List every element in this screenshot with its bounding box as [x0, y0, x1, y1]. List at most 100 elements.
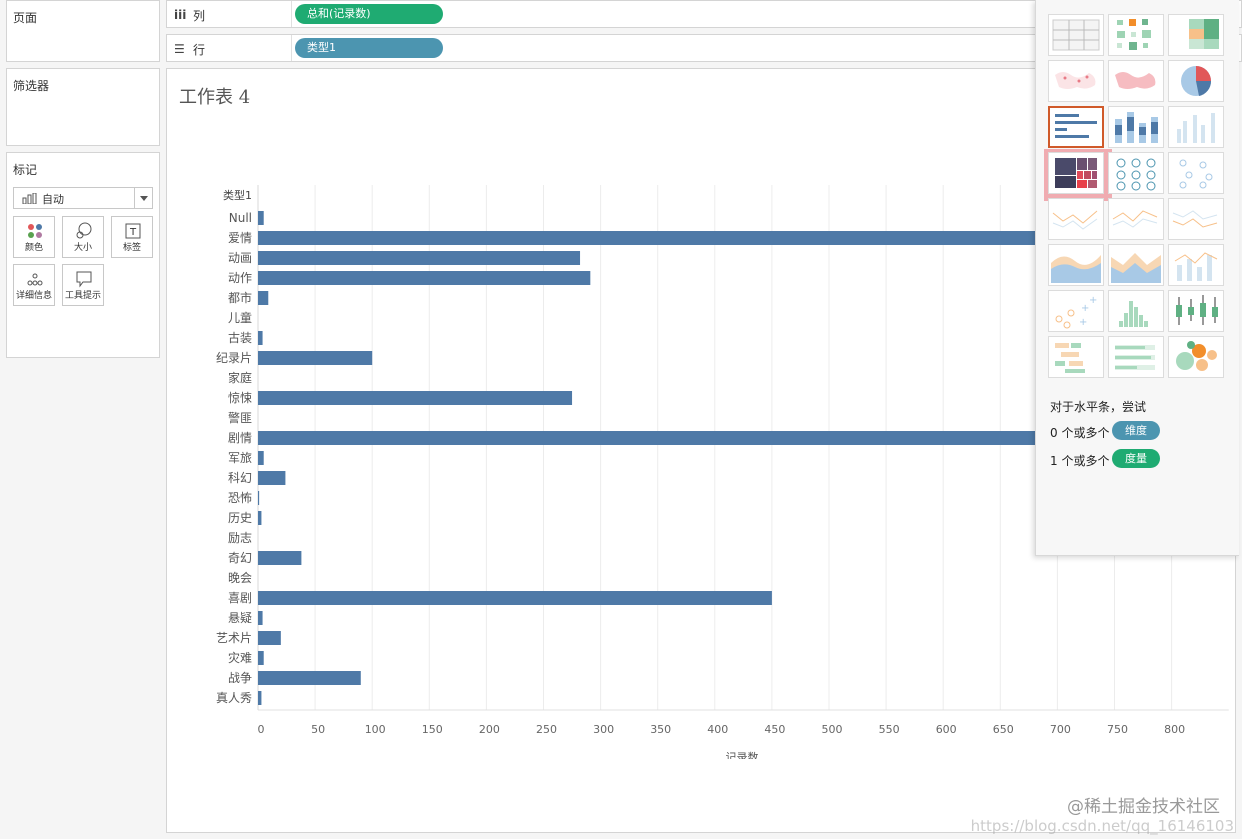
- bar[interactable]: [258, 491, 260, 505]
- chart-type-packed-bubbles[interactable]: [1168, 336, 1224, 378]
- bar[interactable]: [258, 691, 262, 705]
- detail-button[interactable]: 详细信息: [13, 264, 55, 306]
- side-by-side-circles-icon: [1179, 159, 1213, 189]
- chart-type-bullet-graph[interactable]: [1108, 336, 1164, 378]
- chart-type-side-by-side-circles[interactable]: [1168, 152, 1224, 194]
- bar[interactable]: [258, 351, 373, 365]
- chart-type-discrete-lines[interactable]: [1108, 198, 1164, 240]
- bar[interactable]: [258, 591, 772, 605]
- color-button[interactable]: 颜色: [13, 216, 55, 258]
- chart-type-dual-lines[interactable]: [1168, 198, 1224, 240]
- columns-pill-sum-records[interactable]: 总和(记录数): [295, 4, 443, 24]
- chart-type-histogram[interactable]: [1108, 290, 1164, 332]
- bar[interactable]: [258, 391, 573, 405]
- show-me-panel: + + +: [1035, 0, 1239, 556]
- bar[interactable]: [258, 471, 286, 485]
- treemap-icon: [1055, 158, 1097, 188]
- chart-type-stacked-bars[interactable]: [1108, 106, 1164, 148]
- chart-type-box-whisker[interactable]: [1168, 290, 1224, 332]
- circle-views-icon: [1116, 158, 1156, 191]
- category-label: 都市: [228, 290, 252, 305]
- chart-type-heat-map[interactable]: [1108, 14, 1164, 56]
- bar-chart[interactable]: 类型1 Null 爱情动画动作都市儿童古装纪录片家庭惊悚警匪剧情军旅科幻恐怖历史励志…: [167, 119, 1235, 759]
- chart-type-filled-map[interactable]: [1108, 60, 1164, 102]
- chart-type-text-table[interactable]: [1048, 14, 1104, 56]
- bar[interactable]: [258, 331, 263, 345]
- size-button-label: 大小: [73, 243, 92, 253]
- chart-type-dual-combination[interactable]: [1168, 244, 1224, 286]
- marks-panel: 标记 自动 颜色 大小 T 标签 详细信息: [6, 152, 160, 358]
- bar[interactable]: [258, 631, 281, 645]
- size-button[interactable]: 大小: [62, 216, 104, 258]
- filters-panel[interactable]: 筛选器: [6, 68, 160, 146]
- category-label: 纪录片: [216, 351, 252, 365]
- rows-icon: ☰: [174, 42, 185, 56]
- mark-type-dropdown[interactable]: 自动: [13, 187, 153, 209]
- chart-type-gantt[interactable]: [1048, 336, 1104, 378]
- bar[interactable]: [258, 551, 302, 565]
- columns-icon: iii: [174, 8, 187, 22]
- chart-type-pie[interactable]: [1168, 60, 1224, 102]
- color-button-label: 颜色: [24, 243, 43, 253]
- x-tick-label: 750: [1107, 723, 1128, 736]
- category-label: 悬疑: [228, 610, 252, 625]
- rows-pill-type1[interactable]: 类型1: [295, 38, 443, 58]
- tooltip-button[interactable]: 工具提示: [62, 264, 104, 306]
- dimension-pill: 维度: [1112, 421, 1160, 440]
- filters-panel-title: 筛选器: [13, 79, 50, 93]
- bar-chart-icon: [22, 193, 37, 204]
- label-button[interactable]: T 标签: [111, 216, 153, 258]
- chart-type-side-by-side-bars[interactable]: [1168, 106, 1224, 148]
- bar[interactable]: [258, 211, 264, 225]
- x-tick-label: 350: [650, 723, 671, 736]
- chevron-down-icon[interactable]: [134, 188, 152, 208]
- tooltip-button-label: 工具提示: [64, 291, 101, 301]
- x-tick-label: 100: [365, 723, 386, 736]
- measure-pill: 度量: [1112, 449, 1160, 468]
- row-header-label: 类型1: [223, 188, 252, 202]
- bar[interactable]: [258, 451, 264, 465]
- category-label: 惊悚: [228, 390, 252, 405]
- bar[interactable]: [258, 431, 1149, 445]
- chart-type-symbol-map[interactable]: [1048, 60, 1104, 102]
- chart-type-continuous-lines[interactable]: [1048, 198, 1104, 240]
- x-tick-label: 200: [479, 723, 500, 736]
- chart-type-continuous-area[interactable]: [1048, 244, 1104, 286]
- dual-lines-icon: [1172, 210, 1218, 228]
- category-label: 真人秀: [216, 691, 252, 705]
- chart-type-circle-views[interactable]: [1108, 152, 1164, 194]
- dual-combination-icon: [1174, 252, 1218, 281]
- chart-type-highlight-table[interactable]: [1168, 14, 1224, 56]
- category-label: 励志: [228, 531, 252, 545]
- x-axis-title: 记录数: [726, 751, 759, 759]
- pages-panel-title: 页面: [13, 11, 38, 25]
- scatter-plot-icon: ++ +: [1055, 295, 1097, 329]
- chart-type-scatter-plot[interactable]: + + +: [1048, 290, 1104, 332]
- svg-text:+: +: [1081, 303, 1089, 314]
- bar[interactable]: [258, 611, 263, 625]
- stacked-bars-icon: [1115, 112, 1158, 143]
- x-tick-label: 300: [593, 723, 614, 736]
- bar[interactable]: [258, 671, 361, 685]
- bar[interactable]: [258, 291, 269, 305]
- svg-text:T: T: [129, 227, 137, 238]
- area-discrete-icon: [1111, 253, 1161, 283]
- sheet-title[interactable]: 工作表 4: [179, 87, 251, 108]
- bar[interactable]: [258, 511, 262, 525]
- category-label: Null: [229, 211, 252, 225]
- category-label: 剧情: [228, 431, 252, 445]
- watermark-url: https://blog.csdn.net/qq_16146103: [970, 817, 1234, 835]
- pages-panel[interactable]: 页面: [6, 0, 160, 62]
- x-tick-label: 150: [422, 723, 443, 736]
- category-label: 爱情: [228, 231, 252, 245]
- chart-type-discrete-area[interactable]: [1108, 244, 1164, 286]
- bar[interactable]: [258, 231, 1149, 245]
- bar[interactable]: [258, 651, 264, 665]
- chart-type-horizontal-bars[interactable]: [1048, 106, 1104, 148]
- tooltip-icon: [76, 271, 92, 288]
- bar[interactable]: [258, 251, 581, 265]
- lines-continuous-icon: [1052, 210, 1098, 230]
- bar[interactable]: [258, 271, 591, 285]
- chart-type-treemap[interactable]: [1048, 152, 1104, 194]
- category-label: 儿童: [228, 310, 252, 325]
